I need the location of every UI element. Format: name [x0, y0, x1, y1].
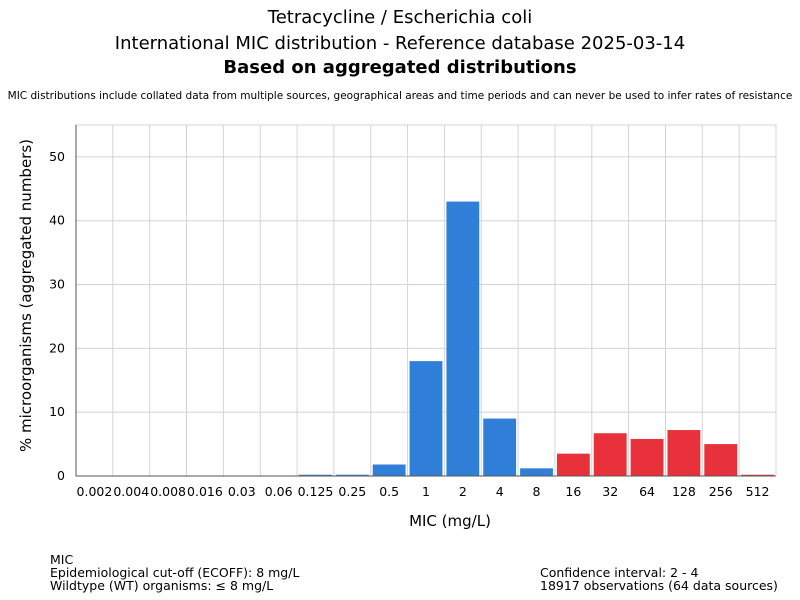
bar-1 [409, 361, 443, 476]
x-tick-label: 256 [709, 484, 733, 499]
x-tick-label: 0.25 [338, 484, 366, 499]
y-tick-label: 10 [49, 404, 65, 419]
x-axis-title: MIC (mg/L) [409, 512, 491, 530]
chart-title-line2: International MIC distribution - Referen… [114, 33, 686, 54]
x-tick-label: 0.125 [298, 484, 334, 499]
x-tick-label: 0.008 [150, 484, 186, 499]
x-tick-label: 0.016 [187, 484, 223, 499]
footer-wildtype: Wildtype (WT) organisms: ≤ 8 mg/L [50, 578, 274, 593]
x-tick-label: 64 [639, 484, 655, 499]
bar-512 [741, 474, 774, 476]
bar-0.5 [372, 464, 406, 476]
bar-32 [593, 433, 627, 476]
footer-observations: 18917 observations (64 data sources) [540, 578, 778, 593]
bar-16 [556, 453, 590, 476]
x-tick-label: 0.03 [228, 484, 256, 499]
bar-64 [630, 438, 664, 476]
x-tick-label: 0.004 [113, 484, 149, 499]
x-tick-label: 0.06 [265, 484, 293, 499]
x-tick-label: 1 [422, 484, 430, 499]
y-tick-label: 20 [49, 340, 65, 355]
x-tick-label: 512 [746, 484, 770, 499]
x-tick-label: 2 [459, 484, 467, 499]
chart-title-line1: Tetracycline / Escherichia coli [267, 7, 533, 28]
x-tick-label: 0.002 [77, 484, 113, 499]
chart-subtitle: MIC distributions include collated data … [7, 90, 793, 102]
x-tick-label: 128 [672, 484, 696, 499]
x-tick-label: 32 [602, 484, 618, 499]
bar-0.125 [299, 474, 332, 476]
y-tick-label: 50 [49, 149, 65, 164]
chart-title-line3: Based on aggregated distributions [223, 57, 577, 78]
footer-confidence-interval: Confidence interval: 2 - 4 [540, 565, 699, 580]
y-tick-label: 0 [57, 468, 65, 483]
bar-128 [667, 430, 701, 476]
footer-left: MIC Epidemiological cut-off (ECOFF): 8 m… [50, 553, 299, 592]
bar-2 [446, 201, 480, 476]
footer-mic-label: MIC [50, 552, 74, 567]
y-tick-label: 30 [49, 277, 65, 292]
x-tick-label: 16 [565, 484, 581, 499]
footer-right: Confidence interval: 2 - 4 18917 observa… [540, 566, 778, 592]
bar-0.25 [335, 474, 369, 476]
x-tick-label: 8 [533, 484, 541, 499]
x-tick-label: 0.5 [379, 484, 399, 499]
y-tick-label: 40 [49, 213, 65, 228]
bar-256 [704, 444, 738, 476]
x-tick-label: 4 [496, 484, 504, 499]
bar-8 [520, 468, 553, 476]
bar-4 [483, 418, 517, 476]
footer-ecoff: Epidemiological cut-off (ECOFF): 8 mg/L [50, 565, 300, 580]
y-axis-title: % microorganisms (aggregated numbers) [17, 139, 35, 452]
